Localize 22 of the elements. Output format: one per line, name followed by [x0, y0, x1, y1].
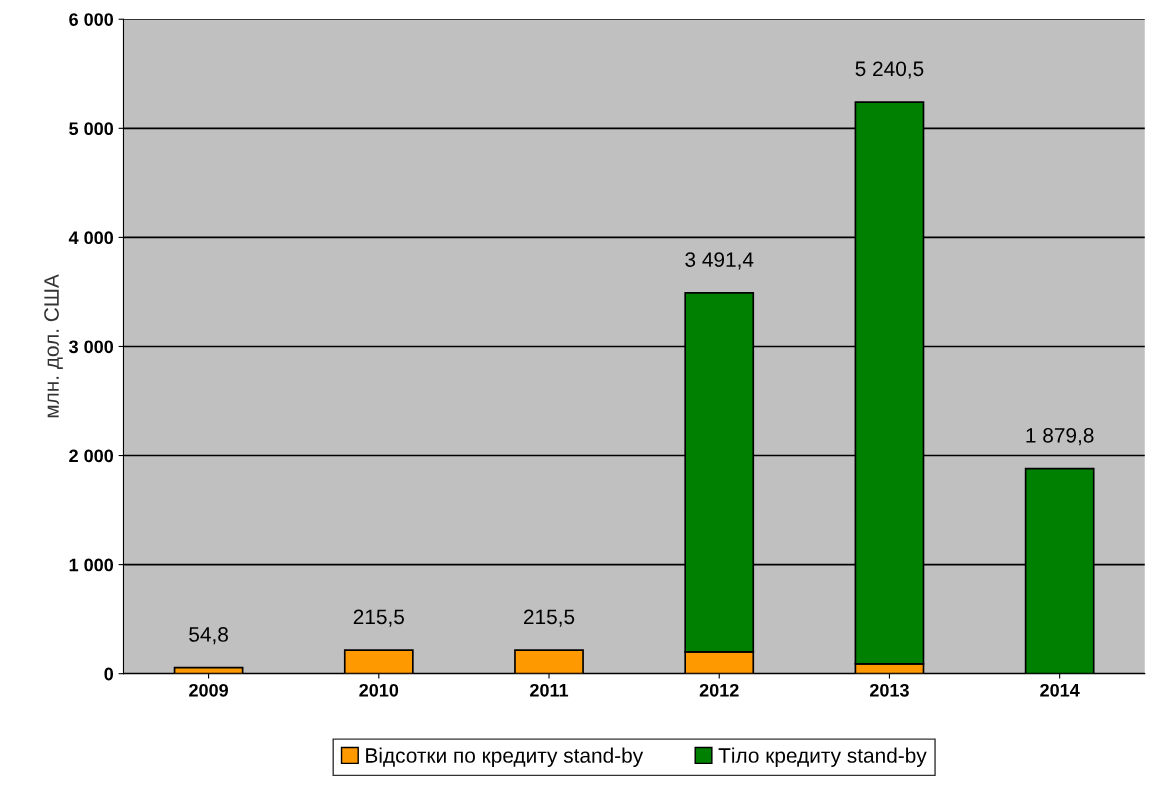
legend-label: Тіло кредиту stand-by [718, 747, 927, 767]
x-tick-label: 2013 [869, 683, 909, 697]
y-tick-label: 5 000 [69, 122, 114, 136]
y-tick-label: 6 000 [69, 13, 114, 26]
total-label: 54,8 [189, 627, 228, 645]
total-label: 1 879,8 [1026, 427, 1094, 446]
x-tick-label: 2011 [530, 683, 569, 697]
x-tick-label: 2012 [699, 683, 739, 697]
y-tick-label: 3 000 [68, 340, 114, 354]
y-tick-label: 4 000 [68, 231, 114, 245]
y-tick-label: 1 000 [69, 558, 114, 572]
total-label: 215,5 [353, 609, 404, 627]
total-label: 5 240,5 [855, 61, 924, 79]
x-tick-label: 2009 [189, 683, 228, 697]
total-label: 215,5 [524, 609, 575, 627]
legend-label: Відсотки по кредиту stand-by [366, 747, 644, 767]
x-tick-label: 2014 [1040, 683, 1080, 697]
y-axis-title: млн. дол. США [44, 274, 63, 418]
y-tick-label: 0 [104, 667, 114, 681]
total-label: 3 491,4 [685, 252, 754, 270]
y-tick-label: 2 000 [69, 449, 114, 463]
x-tick-label: 2010 [359, 683, 399, 697]
